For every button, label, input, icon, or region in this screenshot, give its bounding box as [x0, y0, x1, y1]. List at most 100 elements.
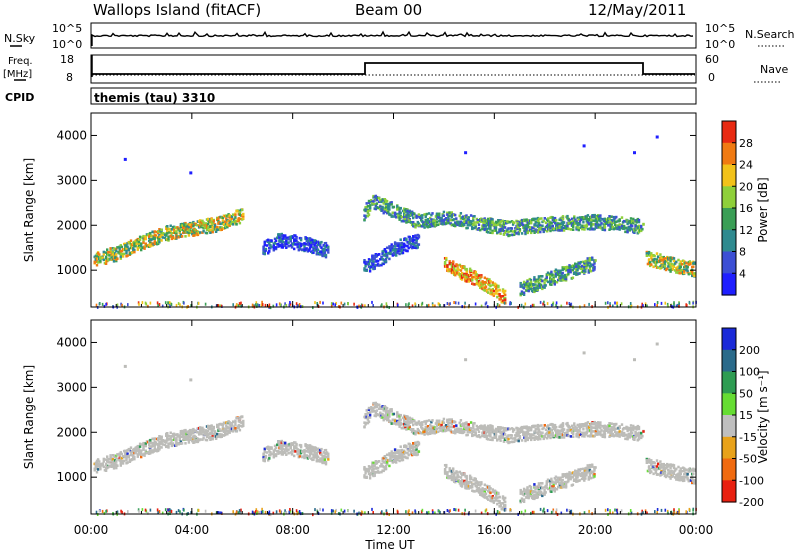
power-echo-cell — [143, 237, 146, 241]
power-echo-cell — [484, 224, 487, 228]
power-echo-cell — [469, 214, 473, 217]
power-echo-cell — [499, 229, 502, 233]
power-ylabel: Slant Range [km] — [22, 158, 36, 262]
power-echo-cell — [612, 218, 616, 222]
power-echo-cell — [158, 238, 161, 241]
power-echo-cell — [543, 227, 546, 231]
power-echo-cell — [320, 240, 323, 244]
power-echo-cell — [541, 275, 544, 278]
power-echo-cell — [384, 260, 388, 263]
power-echo-cell — [265, 244, 269, 247]
velocity-echo-cell — [425, 419, 428, 423]
velocity-echo-cell — [140, 451, 143, 454]
power-echo-cell — [675, 271, 678, 274]
power-echo-cell — [429, 216, 432, 220]
power-echo-cell — [109, 247, 112, 250]
velocity-echo-cell — [104, 458, 108, 461]
power-echo-cell — [550, 270, 553, 274]
power-echo-cell — [409, 221, 413, 224]
power-echo-cell — [93, 260, 96, 264]
power-echo-cell — [459, 269, 463, 272]
power-echo-cell — [590, 222, 593, 226]
power-echo-cell — [374, 207, 377, 211]
power-echo-cell — [626, 229, 629, 233]
power-echo-cell — [406, 249, 409, 253]
power-echo-cell — [553, 221, 557, 225]
power-echo-cell — [308, 239, 312, 242]
power-echo-cell — [676, 303, 679, 307]
power-echo-cell — [579, 226, 583, 229]
power-echo-cell — [546, 280, 550, 284]
velocity-echo-cell — [219, 422, 222, 426]
power-echo-cell — [167, 301, 169, 305]
power-echo-cell — [392, 215, 396, 218]
power-echo-cell — [516, 221, 519, 225]
power-echo-cell — [142, 241, 145, 244]
velocity-echo-cell — [547, 424, 550, 427]
velocity-echo-cell — [527, 429, 531, 432]
power-echo-cell — [138, 235, 142, 239]
power-echo-cell — [548, 228, 551, 231]
velocity-echo-cell — [503, 433, 507, 436]
velocity-echo-cell — [412, 428, 415, 431]
power-echo-cell — [388, 245, 391, 248]
power-echo-cell — [489, 228, 492, 231]
power-echo-cell — [325, 248, 329, 252]
power-echo-cell — [445, 258, 448, 262]
power-echo-cell — [559, 271, 562, 274]
velocity-echo-cell — [324, 460, 328, 464]
power-echo-cell — [475, 273, 479, 276]
power-echo-cell — [211, 225, 214, 229]
power-echo-cell — [669, 270, 672, 273]
velocity-echo-cell — [390, 408, 393, 411]
power-echo-cell — [284, 236, 287, 240]
power-echo-cell — [175, 231, 178, 235]
power-echo-cell — [403, 210, 406, 213]
power-echo-cell — [507, 230, 510, 234]
power-echo-cell — [424, 215, 427, 218]
velocity-echo-cell — [238, 428, 242, 432]
power-echo-cell — [157, 242, 160, 245]
power-echo-cell — [285, 246, 288, 249]
velocity-echo-cell — [371, 409, 374, 412]
velocity-echo-cell — [444, 424, 448, 427]
power-echo-cell — [166, 225, 169, 228]
power-echo-cell — [609, 302, 611, 306]
velocity-echo-cell — [561, 430, 565, 433]
power-echo-cell — [187, 231, 191, 235]
velocity-echo-cell — [431, 419, 434, 422]
power-echo-cell — [279, 240, 282, 243]
velocity-echo-cell — [432, 429, 435, 433]
velocity-echo-cell — [221, 423, 225, 426]
power-echo-cell — [216, 225, 219, 229]
power-echo-cell — [279, 303, 282, 307]
velocity-echo-cell — [218, 428, 221, 431]
power-echo-cell — [263, 240, 266, 244]
power-echo-cell — [506, 233, 509, 236]
power-echo-cell — [120, 245, 124, 249]
power-echo-cell — [308, 237, 312, 240]
velocity-echo-cell — [167, 446, 170, 449]
velocity-echo-cell — [274, 453, 278, 456]
power-echo-cell — [383, 208, 387, 211]
velocity-echo-cell — [234, 420, 237, 424]
power-echo-cell — [189, 229, 193, 233]
power-echo-cell — [142, 234, 145, 238]
power-echo-cell — [238, 302, 241, 306]
power-echo-cell — [125, 249, 128, 253]
power-echo-cell — [487, 291, 490, 294]
velocity-echo-cell — [448, 418, 451, 421]
power-echo-cell — [119, 257, 122, 260]
velocity-echo-cell — [274, 446, 278, 449]
power-echo-cell — [426, 304, 428, 308]
velocity-echo-cell — [395, 422, 398, 426]
power-echo-cell — [485, 301, 488, 305]
power-echo-cell — [426, 224, 430, 227]
power-echo-cell — [231, 213, 235, 216]
velocity-echo-cell — [413, 419, 416, 423]
velocity-echo-cell — [189, 432, 193, 436]
power-echo-cell — [593, 266, 596, 269]
velocity-echo-cell — [279, 441, 282, 444]
power-echo-cell — [452, 218, 456, 221]
power-echo-cell — [210, 217, 213, 221]
